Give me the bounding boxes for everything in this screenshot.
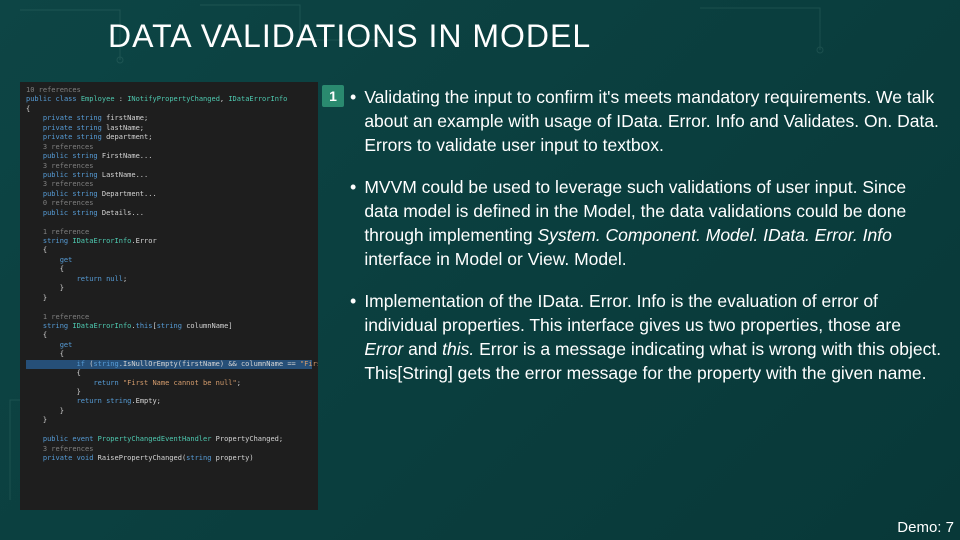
callout-badge-1: 1 (322, 85, 344, 107)
bullet-text: Implementation of the IData. Error. Info… (364, 289, 942, 385)
bullet-dot: • (350, 85, 356, 157)
slide-title: DATA VALIDATIONS IN MODEL (108, 18, 591, 55)
bullet-item: •Validating the input to confirm it's me… (350, 85, 942, 157)
bullet-text: MVVM could be used to leverage such vali… (364, 175, 942, 271)
bullet-item: •Implementation of the IData. Error. Inf… (350, 289, 942, 385)
bullet-item: •MVVM could be used to leverage such val… (350, 175, 942, 271)
bullet-dot: • (350, 289, 356, 385)
demo-label: Demo: 7 (897, 519, 954, 536)
bullet-list: •Validating the input to confirm it's me… (350, 85, 942, 403)
code-snippet: 10 referencespublic class Employee : INo… (20, 82, 318, 510)
bullet-text: Validating the input to confirm it's mee… (364, 85, 942, 157)
bullet-dot: • (350, 175, 356, 271)
